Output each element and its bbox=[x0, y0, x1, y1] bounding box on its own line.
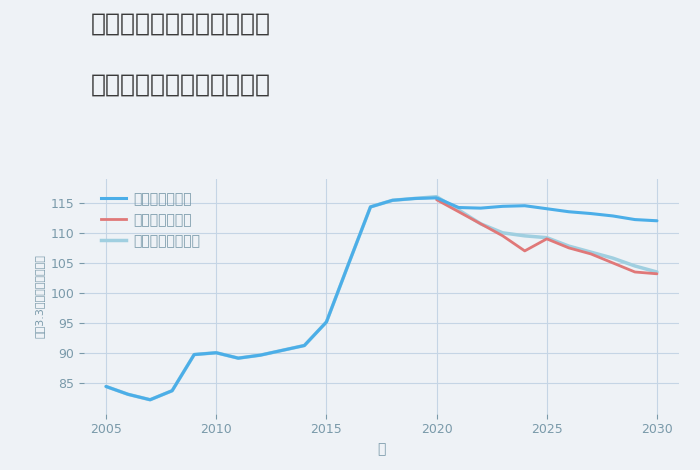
ノーマルシナリオ bbox=[609, 255, 617, 261]
ノーマルシナリオ bbox=[190, 352, 198, 357]
グッドシナリオ bbox=[477, 205, 485, 211]
ノーマルシナリオ bbox=[168, 388, 176, 393]
ノーマルシナリオ bbox=[565, 243, 573, 249]
Line: グッドシナリオ: グッドシナリオ bbox=[106, 198, 657, 400]
Legend: グッドシナリオ, バッドシナリオ, ノーマルシナリオ: グッドシナリオ, バッドシナリオ, ノーマルシナリオ bbox=[97, 188, 204, 252]
ノーマルシナリオ bbox=[389, 197, 397, 203]
ノーマルシナリオ bbox=[212, 350, 220, 356]
ノーマルシナリオ bbox=[587, 249, 595, 255]
X-axis label: 年: 年 bbox=[377, 442, 386, 456]
ノーマルシナリオ bbox=[300, 343, 309, 348]
ノーマルシナリオ bbox=[102, 384, 110, 389]
バッドシナリオ bbox=[653, 271, 662, 277]
Text: 兵庫県姫路市野里上野町の: 兵庫県姫路市野里上野町の bbox=[91, 12, 271, 36]
バッドシナリオ bbox=[565, 245, 573, 251]
グッドシナリオ bbox=[322, 319, 330, 325]
バッドシナリオ bbox=[609, 260, 617, 266]
ノーマルシナリオ bbox=[433, 194, 441, 199]
グッドシナリオ bbox=[389, 197, 397, 203]
グッドシナリオ bbox=[366, 204, 375, 210]
グッドシナリオ bbox=[300, 343, 309, 348]
バッドシナリオ bbox=[521, 248, 529, 254]
バッドシナリオ bbox=[631, 269, 639, 275]
グッドシナリオ bbox=[587, 211, 595, 216]
ノーマルシナリオ bbox=[410, 196, 419, 201]
Text: 中古マンションの価格推移: 中古マンションの価格推移 bbox=[91, 73, 271, 97]
グッドシナリオ bbox=[146, 397, 154, 403]
グッドシナリオ bbox=[102, 384, 110, 389]
ノーマルシナリオ bbox=[454, 207, 463, 213]
ノーマルシナリオ bbox=[256, 352, 265, 358]
ノーマルシナリオ bbox=[146, 397, 154, 403]
ノーマルシナリオ bbox=[498, 230, 507, 235]
ノーマルシナリオ bbox=[278, 347, 286, 353]
グッドシナリオ bbox=[454, 205, 463, 211]
バッドシナリオ bbox=[454, 209, 463, 215]
ノーマルシナリオ bbox=[234, 355, 242, 361]
ノーマルシナリオ bbox=[366, 204, 375, 210]
Line: ノーマルシナリオ: ノーマルシナリオ bbox=[106, 196, 657, 400]
グッドシナリオ bbox=[234, 355, 242, 361]
グッドシナリオ bbox=[631, 217, 639, 222]
ノーマルシナリオ bbox=[631, 263, 639, 269]
ノーマルシナリオ bbox=[344, 261, 353, 267]
グッドシナリオ bbox=[124, 392, 132, 397]
ノーマルシナリオ bbox=[477, 221, 485, 227]
グッドシナリオ bbox=[278, 347, 286, 353]
グッドシナリオ bbox=[168, 388, 176, 393]
ノーマルシナリオ bbox=[653, 269, 662, 275]
グッドシナリオ bbox=[256, 352, 265, 358]
バッドシナリオ bbox=[542, 236, 551, 242]
バッドシナリオ bbox=[477, 221, 485, 227]
グッドシナリオ bbox=[212, 350, 220, 356]
グッドシナリオ bbox=[609, 213, 617, 219]
バッドシナリオ bbox=[498, 233, 507, 239]
ノーマルシナリオ bbox=[542, 235, 551, 241]
バッドシナリオ bbox=[433, 197, 441, 203]
ノーマルシナリオ bbox=[521, 233, 529, 239]
グッドシナリオ bbox=[521, 203, 529, 209]
Line: バッドシナリオ: バッドシナリオ bbox=[437, 200, 657, 274]
グッドシナリオ bbox=[190, 352, 198, 357]
グッドシナリオ bbox=[433, 195, 441, 201]
グッドシナリオ bbox=[653, 218, 662, 224]
グッドシナリオ bbox=[498, 204, 507, 209]
グッドシナリオ bbox=[542, 206, 551, 212]
バッドシナリオ bbox=[587, 251, 595, 257]
グッドシナリオ bbox=[565, 209, 573, 215]
グッドシナリオ bbox=[410, 196, 419, 201]
グッドシナリオ bbox=[344, 261, 353, 267]
Y-axis label: 坪（3.3㎡）単価（万円）: 坪（3.3㎡）単価（万円） bbox=[35, 254, 45, 338]
ノーマルシナリオ bbox=[322, 319, 330, 325]
ノーマルシナリオ bbox=[124, 392, 132, 397]
